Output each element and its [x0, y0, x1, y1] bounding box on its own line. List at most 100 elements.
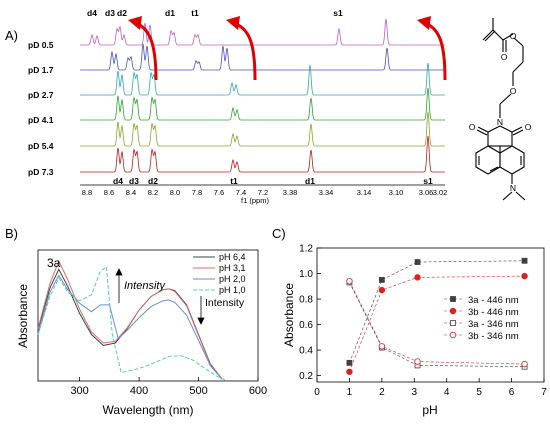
- nmr-xlabel: f1 (ppm): [241, 196, 269, 205]
- nmr-peak-label: d1: [305, 176, 315, 186]
- ph-tick-label: 7: [541, 387, 547, 398]
- atom-o-ether: O: [510, 86, 517, 96]
- bond: [513, 37, 524, 47]
- nmr-tick-label: 8.0: [170, 188, 180, 197]
- bond: [484, 30, 496, 42]
- ph-tick-label: 1: [347, 387, 353, 398]
- ph-legend-marker: [449, 307, 457, 315]
- ph-data-point: [378, 343, 386, 350]
- nmr-peak-label: t1: [191, 8, 199, 18]
- ph-legend-marker: [450, 296, 456, 302]
- ph-data-point: [414, 259, 421, 265]
- ph-data-point: [346, 359, 353, 366]
- nmr-tick-label: 8.2: [148, 188, 158, 197]
- nmr-peak-label: t1: [230, 176, 238, 186]
- bond: [476, 129, 488, 136]
- ph-series-line: [349, 260, 525, 364]
- ph-plot-frame: [316, 247, 545, 383]
- annotation-intensity-down: Intensity: [205, 297, 245, 309]
- panel-label-c: C): [272, 226, 286, 241]
- ph-data-point: [378, 277, 385, 283]
- ph-xlabel: pH: [422, 403, 437, 417]
- nmr-peak-label: d3: [129, 176, 139, 186]
- ph-data-point: [346, 277, 353, 285]
- nmr-series-label: pD 0.5: [28, 40, 54, 50]
- ph-data-point: [521, 257, 528, 264]
- nmr-tick-label: 3.10: [389, 188, 404, 197]
- atom-o-imide-right: O: [525, 122, 532, 132]
- nmr-peak-label: d1: [165, 8, 175, 18]
- atom-o-ester: O: [510, 31, 517, 41]
- bond: [512, 129, 524, 136]
- absorbance-ph-chart: 0 1 2 3 4 5 6 7 0.2 0.4 0.6 0.8 1.0 1.2 pH Absorbanc…: [282, 244, 547, 418]
- nmr-tick-label: 8.6: [104, 188, 114, 197]
- structure-atoms: O O O N O O N: [469, 31, 532, 193]
- ph-legend-label: 3a - 346 nm: [468, 319, 519, 330]
- nmr-series-label: pD 4.1: [28, 115, 54, 125]
- ph-data-point: [521, 272, 528, 280]
- nmr-spectra: [80, 18, 445, 173]
- nmr-tick-label: 3.14: [357, 188, 372, 197]
- panel-label-b: B): [5, 226, 18, 241]
- ph-data-point: [521, 360, 528, 368]
- nmr-tick-label: 3.06: [419, 188, 434, 197]
- uv-tick-label: 600: [249, 385, 267, 397]
- nmr-series-label: pD 1.7: [28, 65, 54, 75]
- arrow-down-head: [197, 317, 205, 325]
- nmr-peak-label: d2: [117, 8, 127, 18]
- nmr-peak-label: d4: [87, 8, 97, 18]
- uv-series-line: [37, 274, 223, 380]
- bond: [502, 191, 513, 201]
- uv-legend: pH 6,4pH 3,1pH 2,0pH 1,0: [193, 252, 246, 295]
- ring-left: [475, 145, 501, 175]
- uv-tick-label: 500: [189, 385, 207, 397]
- uv-spectra-lines: [37, 259, 226, 381]
- nmr-tick-label: 7.6: [214, 188, 224, 197]
- ph-tick-label: 1.0: [299, 269, 313, 280]
- bond: [511, 126, 523, 133]
- uv-tick-label: 400: [130, 385, 148, 397]
- bond: [502, 33, 514, 41]
- arrow-s1: [426, 22, 447, 81]
- atom-n-amine: N: [510, 183, 516, 193]
- ph-series-line: [349, 275, 525, 372]
- ph-tick-label: 0.8: [299, 295, 313, 306]
- nmr-tick-label: 3.34: [319, 188, 334, 197]
- arrowhead-t1: [226, 16, 240, 30]
- uv-legend-label: pH 6,4: [219, 252, 246, 262]
- ph-y-ticks: 0.2 0.4 0.6 0.8 1.0 1.2: [299, 244, 321, 382]
- nmr-peak-label: d4: [113, 176, 123, 186]
- arrowhead-s1: [417, 16, 431, 30]
- nmr-spectrum-trace: [80, 18, 445, 46]
- ph-tick-label: 4: [444, 387, 450, 398]
- annotation-intensity-up: Intensity: [124, 280, 166, 292]
- bond: [477, 126, 489, 133]
- nmr-peak-label: s1: [333, 8, 343, 18]
- ph-legend-label: 3a - 446 nm: [468, 295, 519, 306]
- ph-legend-marker: [450, 320, 456, 326]
- nmr-panel: pD 0.5 pD 1.7 pD 2.7 pD 4.1 pD 5.4 pD 7.3 8.8…: [28, 8, 447, 205]
- ph-ylabel: Absorbance: [282, 283, 296, 347]
- nmr-series-labels: pD 0.5 pD 1.7 pD 2.7 pD 4.1 pD 5.4 pD 7.3: [28, 40, 54, 177]
- uv-tick-label: 300: [70, 385, 88, 397]
- ph-data-point: [346, 368, 353, 375]
- ph-series-line: [349, 282, 525, 367]
- ph-legend-label: 3b - 446 nm: [468, 307, 519, 318]
- ph-legend-marker: [449, 331, 457, 339]
- uv-xlabel: Wavelength (nm): [103, 403, 194, 417]
- arrow-t1: [235, 22, 257, 81]
- intensity-arrows: [115, 268, 205, 325]
- nmr-peak-label: s1: [423, 176, 433, 186]
- nmr-tick-label: 8.4: [126, 188, 136, 197]
- bond: [499, 125, 513, 133]
- nmr-tick-label: 7.8: [192, 188, 202, 197]
- ph-legend-label: 3b - 346 nm: [468, 331, 519, 342]
- nmr-tick-label: 3.38: [283, 188, 298, 197]
- ph-tick-label: 0.6: [299, 320, 313, 331]
- chemical-structure: [475, 18, 526, 201]
- ph-series-line: [349, 281, 525, 365]
- nmr-series-label: pD 2.7: [28, 90, 54, 100]
- ph-tick-label: 6: [509, 387, 515, 398]
